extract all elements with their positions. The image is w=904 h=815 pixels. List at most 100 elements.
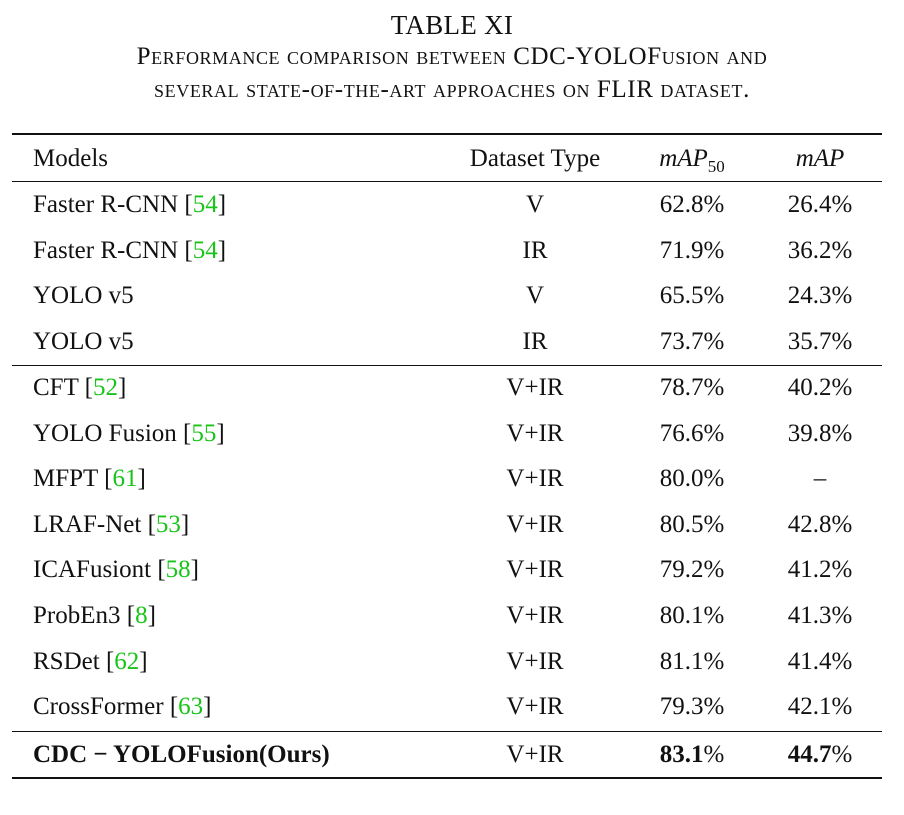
caption-line-2: several state-of-the-art approaches on F…	[154, 76, 750, 103]
header-dataset-type: Dataset Type	[469, 145, 601, 172]
map-value: –	[813, 465, 827, 493]
table-row: Faster R-CNN [54] V 62.8% 26.4%	[0, 182, 904, 227]
table-row: MFPT [61] V+IR 80.0% –	[0, 456, 904, 501]
table-row: YOLO Fusion [55] V+IR 76.6% 39.8%	[0, 411, 904, 456]
dataset-type: V+IR	[506, 556, 564, 584]
table-row-ours: CDC − YOLOFusion(Ours) V+IR 83.1% 44.7%	[0, 732, 904, 777]
dataset-type: V+IR	[506, 693, 564, 721]
dataset-type: V+IR	[506, 647, 564, 675]
ours-separator-rule	[12, 731, 882, 733]
model-name: Faster R-CNN [54]	[33, 236, 227, 264]
map50-value: 65.5%	[659, 282, 725, 310]
citation-link[interactable]: 54	[192, 191, 218, 218]
model-name-text: MFPT	[33, 465, 98, 493]
ours-map-value: 44.7	[787, 741, 832, 768]
top-rule	[12, 133, 882, 135]
map50-value: 80.1%	[659, 602, 725, 629]
map50-value: 81.1%	[659, 647, 725, 675]
ours-map: 44.7%	[764, 732, 876, 777]
citation-link[interactable]: 53	[155, 510, 181, 538]
map-value: 41.4%	[787, 647, 853, 675]
model-name-text: RSDet	[33, 647, 100, 675]
header-rule	[12, 181, 882, 183]
map50-value: 79.3%	[659, 693, 725, 721]
caption-line-1: Performance comparison between CDC-YOLOF…	[136, 43, 768, 70]
citation-link[interactable]: 54	[192, 236, 218, 264]
dataset-type: V+IR	[506, 465, 564, 493]
dataset-type: V+IR	[506, 374, 564, 401]
map50-value: 62.8%	[659, 191, 725, 218]
table-row: CrossFormer [63] V+IR 79.3% 42.1%	[0, 684, 904, 729]
map50-value: 78.7%	[659, 374, 725, 401]
header-models: Models	[33, 145, 108, 172]
table-row: ICAFusiont [58] V+IR 79.2% 41.2%	[0, 547, 904, 592]
ours-map50: 83.1%	[628, 732, 756, 777]
model-name-text: CrossFormer	[33, 693, 164, 721]
header-row: Models Dataset Type mAP50 mAP	[0, 136, 904, 181]
table-row: YOLO v5 IR 73.7% 35.7%	[0, 319, 904, 364]
map-value: 36.2%	[787, 236, 853, 264]
model-name-text: ICAFusiont	[33, 556, 152, 584]
table-label: TABLE XI	[390, 10, 514, 40]
ours-map50-unit: %	[703, 741, 725, 768]
map-value: 42.8%	[787, 510, 853, 538]
map-value: 41.3%	[787, 602, 853, 629]
model-name-text: LRAF-Net	[33, 510, 142, 538]
map50-value: 80.0%	[659, 465, 725, 493]
map-value: 39.8%	[787, 419, 853, 447]
dataset-type: V+IR	[506, 510, 564, 538]
map-value: 42.1%	[787, 693, 853, 721]
citation-link[interactable]: 52	[92, 374, 118, 401]
model-name-text: Faster R-CNN	[33, 191, 179, 218]
header-map50-sub: 50	[707, 157, 725, 176]
ours-map-unit: %	[831, 741, 853, 768]
map50-value: 76.6%	[659, 419, 725, 447]
group-separator-rule	[12, 365, 882, 367]
model-name: CrossFormer [63]	[33, 693, 212, 721]
table-row: RSDet [62] V+IR 81.1% 41.4%	[0, 639, 904, 684]
model-name: YOLO v5	[33, 273, 134, 318]
header-map: mAP	[795, 145, 845, 172]
map50-value: 71.9%	[659, 236, 725, 264]
map-value: 26.4%	[787, 191, 853, 218]
dataset-type: V+IR	[506, 419, 564, 447]
dataset-type: V+IR	[506, 602, 564, 629]
citation-link[interactable]: 61	[112, 465, 138, 493]
model-name: Faster R-CNN [54]	[33, 191, 227, 218]
header-map50: mAP50	[628, 136, 756, 181]
ours-map50-value: 83.1	[659, 741, 704, 768]
ours-model: CDC − YOLOFusion(Ours)	[33, 741, 330, 768]
citation-link[interactable]: 55	[191, 419, 217, 447]
model-name-text: YOLO v5	[33, 327, 134, 355]
model-name: CFT [52]	[33, 374, 127, 401]
dataset-type: V	[525, 191, 545, 218]
map-value: 41.2%	[787, 556, 853, 584]
map50-value: 79.2%	[659, 556, 725, 584]
table-row: Faster R-CNN [54] IR 71.9% 36.2%	[0, 228, 904, 273]
map-value: 40.2%	[787, 374, 853, 401]
model-name-text: Faster R-CNN	[33, 236, 179, 264]
dataset-type: V	[525, 282, 545, 310]
citation-link[interactable]: 58	[165, 556, 191, 584]
dataset-type: IR	[522, 236, 548, 264]
map50-value: 73.7%	[659, 327, 725, 355]
map-value: 24.3%	[787, 282, 853, 310]
model-name: LRAF-Net [53]	[33, 510, 190, 538]
model-name-text: YOLO Fusion	[33, 419, 177, 447]
dataset-type: IR	[522, 327, 548, 355]
citation-link[interactable]: 8	[135, 602, 148, 629]
model-name-text: YOLO v5	[33, 282, 134, 310]
model-name: MFPT [61]	[33, 465, 146, 493]
model-name: YOLO Fusion [55]	[33, 419, 225, 447]
table-row: ProbEn3 [8] V+IR 80.1% 41.3%	[0, 593, 904, 638]
citation-link[interactable]: 62	[114, 647, 140, 675]
table-row: YOLO v5 V 65.5% 24.3%	[0, 273, 904, 318]
model-name-text: ProbEn3	[33, 602, 121, 629]
ours-dataset-type: V+IR	[506, 741, 564, 768]
model-name: YOLO v5	[33, 319, 134, 364]
model-name: RSDet [62]	[33, 647, 148, 675]
model-name: ProbEn3 [8]	[33, 602, 156, 629]
citation-link[interactable]: 63	[178, 693, 204, 721]
map-value: 35.7%	[787, 327, 853, 355]
header-map50-main: mAP	[659, 145, 708, 172]
